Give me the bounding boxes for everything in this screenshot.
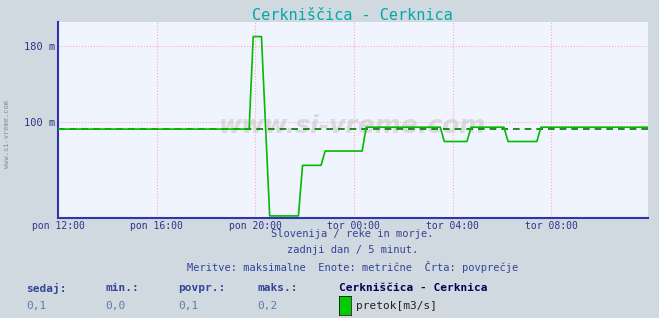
Text: 0,0: 0,0 xyxy=(105,301,126,310)
Text: Cerkniščica - Cerknica: Cerkniščica - Cerknica xyxy=(252,8,453,23)
Text: maks.:: maks.: xyxy=(257,283,297,293)
Text: 0,1: 0,1 xyxy=(178,301,198,310)
Text: zadnji dan / 5 minut.: zadnji dan / 5 minut. xyxy=(287,245,418,255)
Text: Meritve: maksimalne  Enote: metrične  Črta: povprečje: Meritve: maksimalne Enote: metrične Črta… xyxy=(187,261,518,273)
Text: min.:: min.: xyxy=(105,283,139,293)
Text: 0,2: 0,2 xyxy=(257,301,277,310)
Text: 0,1: 0,1 xyxy=(26,301,47,310)
Text: sedaj:: sedaj: xyxy=(26,283,67,294)
Text: povpr.:: povpr.: xyxy=(178,283,225,293)
Text: www.si-vreme.com: www.si-vreme.com xyxy=(3,100,10,168)
Text: Slovenija / reke in morje.: Slovenija / reke in morje. xyxy=(272,229,434,239)
Text: Cerkniščica - Cerknica: Cerkniščica - Cerknica xyxy=(339,283,488,293)
Text: www.si-vreme.com: www.si-vreme.com xyxy=(219,114,486,138)
Text: pretok[m3/s]: pretok[m3/s] xyxy=(356,301,437,310)
